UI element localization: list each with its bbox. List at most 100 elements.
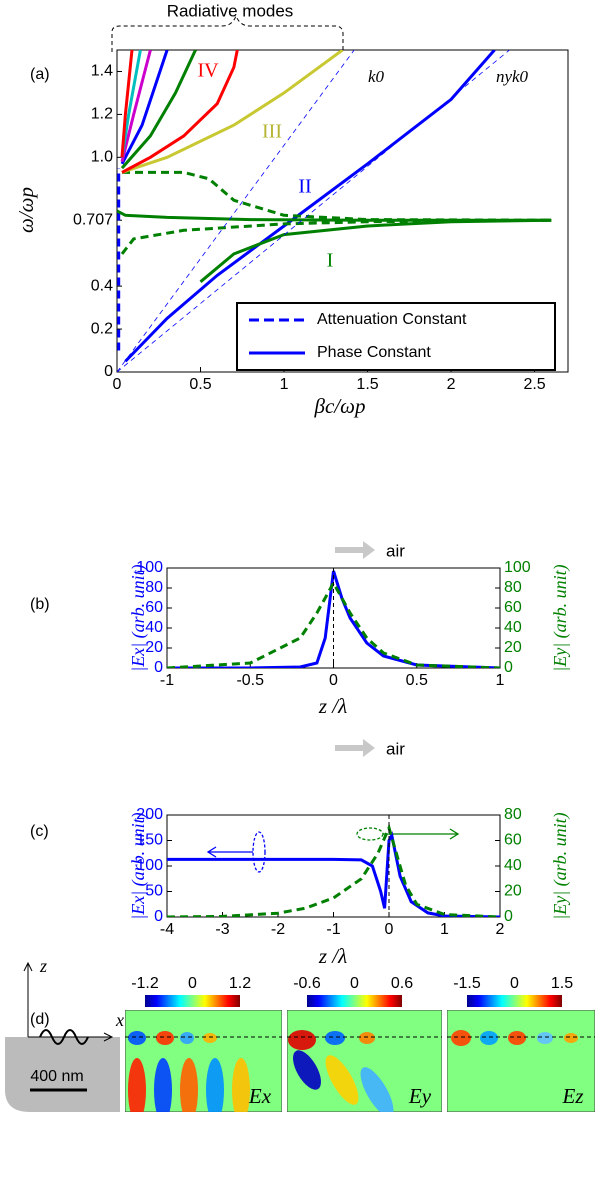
- y-tick-label: 40: [504, 619, 522, 636]
- colorbar-tick-label: 1.2: [229, 975, 251, 992]
- x-axis-label: z /λ: [318, 694, 347, 718]
- y-tick-label: 80: [145, 579, 163, 596]
- y-tick-label: 40: [504, 857, 522, 874]
- panel-label: (c): [30, 823, 49, 840]
- field-lobe: [180, 1032, 194, 1044]
- y-tick-label: 1.2: [91, 106, 113, 123]
- colorbar-tick-label: -0.6: [293, 975, 321, 992]
- colorbar-tick-label: 0: [350, 975, 359, 992]
- callout-ellipse: [252, 831, 266, 873]
- field-lobe: [325, 1031, 345, 1045]
- y-tick-label: 0.707: [73, 211, 113, 228]
- series-line: [120, 50, 134, 158]
- y-tick-label: 50: [145, 883, 163, 900]
- x-axis-label: z /λ: [318, 944, 347, 968]
- annotation: z: [39, 956, 47, 976]
- field-bg: [125, 1010, 282, 1112]
- series-line: [167, 831, 500, 917]
- x-tick-label: 0.5: [406, 672, 428, 689]
- series-line: [120, 50, 152, 162]
- field-lobe: [156, 1031, 174, 1045]
- legend-box: [236, 302, 556, 371]
- field-lobe: [359, 1032, 375, 1044]
- field-lobe: [288, 1030, 316, 1050]
- y-tick-label: 0.4: [91, 277, 113, 294]
- annotation: nyk0: [496, 67, 529, 86]
- y-tick-label: 150: [136, 832, 163, 849]
- y-tick-label: 0.2: [91, 320, 113, 337]
- y-tick-label: 40: [145, 619, 163, 636]
- annotation: 400 nm: [30, 1068, 83, 1085]
- y2-axis-label: |Ey| (arb. unit): [550, 812, 571, 919]
- y-tick-label: 60: [145, 599, 163, 616]
- field-lobe: [206, 1058, 224, 1112]
- y2-axis-label: |Ey| (arb. unit): [550, 564, 571, 671]
- panel-label: (d): [30, 1011, 50, 1028]
- field-lobe: [508, 1031, 526, 1045]
- x-tick-label: -3: [215, 921, 229, 938]
- field-label: Ex: [248, 1084, 272, 1108]
- y-tick-label: 100: [136, 857, 163, 874]
- annotation: air: [386, 541, 405, 560]
- field-label: Ez: [562, 1084, 584, 1108]
- x-tick-label: 0.5: [189, 376, 211, 393]
- callouts: [206, 827, 460, 873]
- field-lobe: [480, 1031, 498, 1045]
- x-tick-label: 0: [113, 376, 122, 393]
- x-tick-label: -0.5: [236, 672, 264, 689]
- y-tick-label: 0: [504, 659, 513, 676]
- y-tick-label: 200: [136, 806, 163, 823]
- callout-arrow: [383, 828, 460, 840]
- annotation: III: [262, 121, 282, 143]
- colorbar-tick-label: 1.5: [551, 975, 573, 992]
- x-axis-label: βc/ωp: [314, 394, 366, 418]
- y-tick-label: 60: [504, 599, 522, 616]
- x-tick-label: -2: [271, 921, 285, 938]
- annotation: IV: [197, 60, 219, 82]
- y-tick-label: 20: [504, 883, 522, 900]
- y-axis-label: |Ex| (arb. unit): [128, 564, 149, 671]
- y-axis-label: |Ex| (arb. unit): [128, 812, 149, 919]
- field-lobe: [128, 1031, 146, 1045]
- y-tick-label: 1.0: [91, 149, 113, 166]
- series-line: [117, 50, 510, 372]
- series-line: [122, 170, 552, 222]
- annotation: k0: [368, 67, 385, 86]
- legend-label: Attenuation Constant: [317, 311, 467, 328]
- y-tick-label: 0: [104, 363, 113, 380]
- field-lobe: [564, 1033, 578, 1043]
- x-tick-label: 0: [385, 921, 394, 938]
- x-tick-label: 1: [440, 921, 449, 938]
- x-tick-label: -1: [326, 921, 340, 938]
- y-tick-label: 100: [136, 559, 163, 576]
- annotation: air: [386, 739, 405, 758]
- panel-label: (a): [30, 66, 50, 83]
- series-line: [120, 218, 552, 255]
- field-map: [287, 1010, 442, 1112]
- series-line: [120, 50, 169, 165]
- x-tick-label: 0: [329, 672, 338, 689]
- callout-ellipse: [356, 827, 384, 841]
- field-lobe: [180, 1058, 198, 1112]
- series-line: [167, 579, 500, 668]
- y-tick-label: 0: [154, 659, 163, 676]
- field-map: [447, 1010, 595, 1112]
- series-line: [117, 50, 355, 372]
- field-lobe: [203, 1033, 217, 1043]
- y-tick-label: 80: [504, 806, 522, 823]
- x-tick-label: 1.5: [356, 376, 378, 393]
- axes-icon: [23, 961, 114, 1042]
- field-lobe: [232, 1058, 250, 1112]
- legend-label: Phase Constant: [317, 344, 431, 361]
- annotation: II: [298, 176, 311, 198]
- y-tick-label: 0: [504, 908, 513, 925]
- y-tick-label: 20: [504, 639, 522, 656]
- x-tick-label: 2.5: [523, 376, 545, 393]
- colorbar-tick-label: -1.2: [131, 975, 159, 992]
- x-tick-label: 2: [447, 376, 456, 393]
- series-line: [199, 218, 552, 283]
- field-bg: [447, 1010, 595, 1112]
- series-line: [124, 50, 496, 363]
- field-lobe: [325, 1055, 359, 1105]
